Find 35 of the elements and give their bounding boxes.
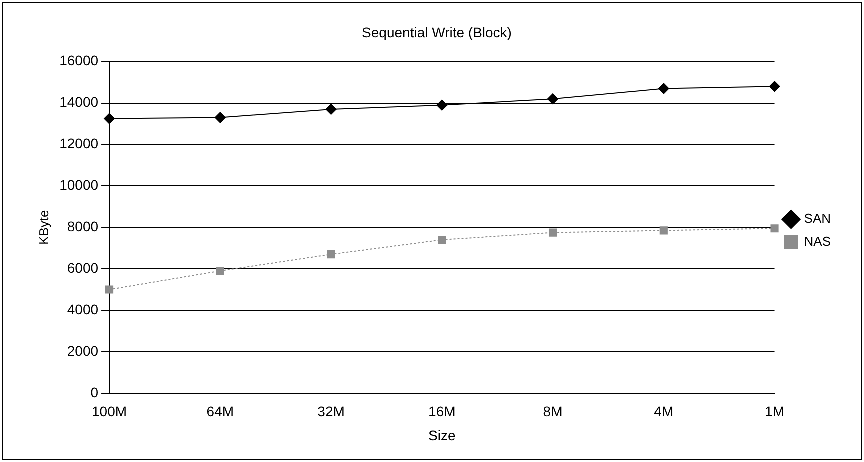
point xyxy=(214,112,226,124)
point xyxy=(438,236,446,244)
point xyxy=(436,100,448,111)
y-tick-label: 6000 xyxy=(67,260,99,276)
point xyxy=(104,113,116,124)
x-tick-label: 32M xyxy=(318,404,345,420)
y-tick-label: 10000 xyxy=(60,177,99,194)
y-tick-label: 2000 xyxy=(67,342,99,359)
y-tick-label: 0 xyxy=(90,384,99,400)
chart-title: Sequential Write (Block) xyxy=(362,24,512,40)
x-tick-label: 8M xyxy=(543,404,563,420)
point xyxy=(326,104,337,115)
legend-label: NAS xyxy=(804,234,832,250)
x-tick-label: 100M xyxy=(92,404,128,420)
y-tick-label: 8000 xyxy=(67,218,99,234)
y-tick-label: 14000 xyxy=(60,94,99,110)
y-axis-title: KByte xyxy=(36,210,52,245)
point xyxy=(770,224,779,233)
point xyxy=(216,267,224,276)
y-tick-label: 12000 xyxy=(60,136,99,152)
x-axis-title: Size xyxy=(428,427,456,444)
point xyxy=(327,250,336,259)
legend-label: SAN xyxy=(804,211,832,226)
x-tick-label: 16M xyxy=(428,404,456,420)
y-tick-label: 4000 xyxy=(67,301,99,318)
x-tick-label: 4M xyxy=(654,404,674,420)
point xyxy=(658,83,670,94)
point xyxy=(105,286,114,294)
x-tick-label: 64M xyxy=(206,404,234,420)
x-tick-label: 1M xyxy=(765,404,784,420)
point xyxy=(769,81,780,92)
point xyxy=(660,226,668,235)
point xyxy=(548,228,558,237)
y-tick-label: 16000 xyxy=(60,52,99,69)
point xyxy=(548,94,559,105)
